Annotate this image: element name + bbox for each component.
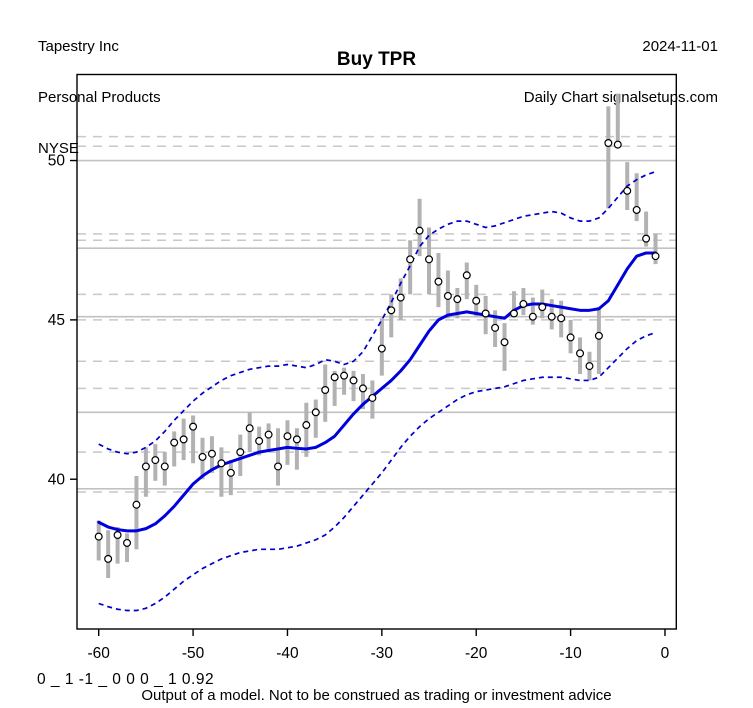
close-marker: [472, 296, 481, 305]
close-marker: [179, 435, 188, 444]
y-tick-label: 45: [48, 312, 65, 329]
company-name: Tapestry Inc: [38, 38, 119, 55]
close-marker: [481, 309, 490, 318]
close-marker: [349, 376, 358, 385]
close-marker: [566, 333, 575, 342]
chart-title: Buy TPR: [336, 49, 417, 70]
x-tick-label: -40: [276, 645, 299, 662]
close-marker: [160, 462, 169, 471]
model-output-values: 0 _ 1 -1 _ 0 0 0 _ 1 0.92: [37, 671, 215, 688]
disclaimer-text: Output of a model. Not to be construed a…: [141, 687, 612, 704]
close-marker: [387, 306, 396, 315]
close-marker: [245, 424, 254, 433]
close-marker: [632, 205, 641, 214]
chart-source: Daily Chart signalsetups.com: [523, 89, 718, 106]
x-tick-label: 0: [661, 645, 670, 662]
close-marker: [236, 448, 245, 457]
chart-date: 2024-11-01: [642, 38, 718, 55]
close-marker: [651, 252, 660, 261]
x-tick-label: -20: [465, 645, 488, 662]
close-marker: [396, 293, 405, 302]
close-marker: [330, 373, 339, 382]
close-marker: [132, 500, 141, 509]
close-marker: [94, 532, 103, 541]
plot-border: [76, 73, 677, 630]
close-marker: [255, 436, 264, 445]
close-marker: [462, 271, 471, 280]
industry-name: Personal Products: [38, 89, 161, 106]
close-marker: [594, 331, 603, 340]
x-tick-label: -30: [371, 645, 394, 662]
y-tick-label: 50: [48, 153, 66, 170]
close-marker: [113, 530, 122, 539]
close-marker: [500, 338, 509, 347]
close-marker: [292, 435, 301, 444]
y-tick-label: 40: [48, 471, 66, 488]
close-marker: [434, 277, 443, 286]
close-marker: [141, 462, 150, 471]
close-marker: [311, 408, 320, 417]
close-marker: [264, 430, 273, 439]
x-tick-label: -10: [559, 645, 582, 662]
close-marker: [283, 432, 292, 441]
close-marker: [226, 468, 235, 477]
close-marker: [198, 452, 207, 461]
close-marker: [274, 462, 283, 471]
close-marker: [340, 371, 349, 380]
close-marker: [604, 139, 613, 148]
x-tick-label: -50: [182, 645, 205, 662]
close-marker: [509, 309, 518, 318]
close-marker: [189, 422, 198, 431]
lower-band-line: [98, 331, 656, 612]
moving-average-line: [97, 251, 658, 533]
close-marker: [170, 438, 179, 447]
upper-band-line: [98, 170, 656, 455]
close-marker: [491, 323, 500, 332]
close-marker: [453, 295, 462, 304]
close-marker: [415, 226, 424, 235]
close-marker: [613, 140, 622, 149]
close-marker: [368, 393, 377, 402]
close-marker: [123, 538, 132, 547]
close-marker: [519, 299, 528, 308]
close-marker: [576, 349, 585, 358]
close-marker: [623, 186, 632, 195]
close-marker: [151, 456, 160, 465]
x-tick-label: -60: [88, 645, 111, 662]
close-marker: [406, 255, 415, 264]
exchange-name: NYSE: [38, 140, 79, 157]
close-marker: [443, 291, 452, 300]
header-left: Tapestry Inc Personal Products NYSE: [38, 4, 161, 191]
close-marker: [377, 344, 386, 353]
close-marker: [642, 234, 651, 243]
close-marker: [425, 255, 434, 264]
header-right: 2024-11-01 Daily Chart signalsetups.com: [524, 4, 718, 140]
close-marker: [217, 459, 226, 468]
close-marker: [358, 384, 367, 393]
close-marker: [302, 421, 311, 430]
close-marker: [557, 314, 566, 323]
close-marker: [585, 362, 594, 371]
close-marker: [528, 312, 537, 321]
close-marker: [207, 449, 216, 458]
close-marker: [547, 312, 556, 321]
close-marker: [321, 385, 330, 394]
close-marker: [104, 554, 113, 563]
close-marker: [538, 303, 547, 312]
